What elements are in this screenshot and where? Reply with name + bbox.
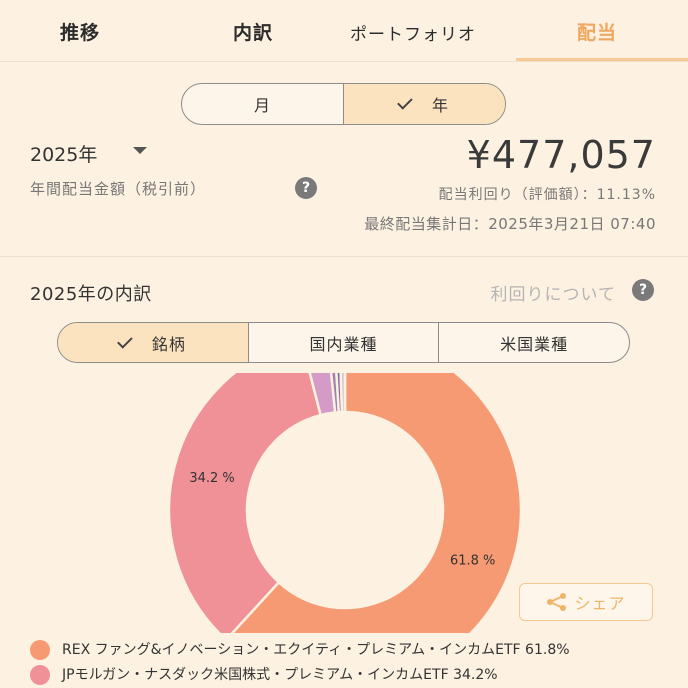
tab-portfolio[interactable]: ポートフォリオ (350, 25, 476, 45)
dividend-yield: 配当利回り（評価額）：11.13% (438, 187, 656, 203)
category-jp-industry-option[interactable]: 国内業種 (249, 323, 440, 362)
slice-data-label: 34.2 % (189, 471, 234, 486)
breakdown-category-toggle: 銘柄 国内業種 米国業種 (57, 322, 630, 363)
tab-dividend[interactable]: 配当 (577, 22, 618, 44)
category-stock-option[interactable]: 銘柄 (58, 323, 249, 362)
top-tab-bar: 推移 内訳 ポートフォリオ 配当 (0, 0, 688, 62)
slice-data-label: 61.8 % (450, 554, 495, 569)
check-icon (116, 332, 133, 349)
share-button[interactable]: シェア (519, 583, 653, 621)
help-icon[interactable]: ? (632, 279, 654, 301)
legend-dot (30, 640, 50, 660)
last-updated: 最終配当集計日：2025年3月21日 07:40 (364, 215, 656, 233)
share-icon (547, 593, 567, 611)
tab-trend[interactable]: 推移 (60, 22, 101, 44)
legend-item: REX ファング&イノベーション・エクイティ・プレミアム・インカムETF 61.… (30, 639, 688, 660)
tab-breakdown[interactable]: 内訳 (233, 22, 274, 44)
annual-dividend-label: 年間配当金額（税引前） (30, 180, 207, 198)
dividend-donut-chart: 61.8 % 34.2 % (167, 373, 523, 633)
yield-about-link[interactable]: 利回りについて (490, 285, 616, 305)
period-toggle: 月 年 (181, 83, 506, 125)
breakdown-title: 2025年の内訳 (30, 284, 152, 305)
active-tab-indicator (516, 58, 688, 61)
caret-down-icon[interactable] (133, 147, 147, 154)
divider (0, 61, 688, 62)
donut-slice[interactable] (167, 373, 323, 633)
legend-dot (30, 665, 50, 685)
help-icon[interactable]: ? (295, 177, 317, 199)
donut-slice[interactable] (226, 373, 523, 633)
check-icon (397, 94, 413, 110)
year-select[interactable]: 2025年 (30, 144, 98, 166)
category-us-industry-option[interactable]: 米国業種 (500, 334, 569, 354)
annual-dividend-amount: ¥477,057 (466, 133, 656, 177)
legend-item: JPモルガン・ナスダック米国株式・プレミアム・インカムETF 34.2% (30, 664, 688, 685)
donut-slice[interactable] (339, 373, 347, 414)
period-year-option[interactable]: 年 (344, 84, 505, 124)
period-month-option[interactable]: 月 (182, 84, 344, 124)
divider (0, 256, 688, 257)
